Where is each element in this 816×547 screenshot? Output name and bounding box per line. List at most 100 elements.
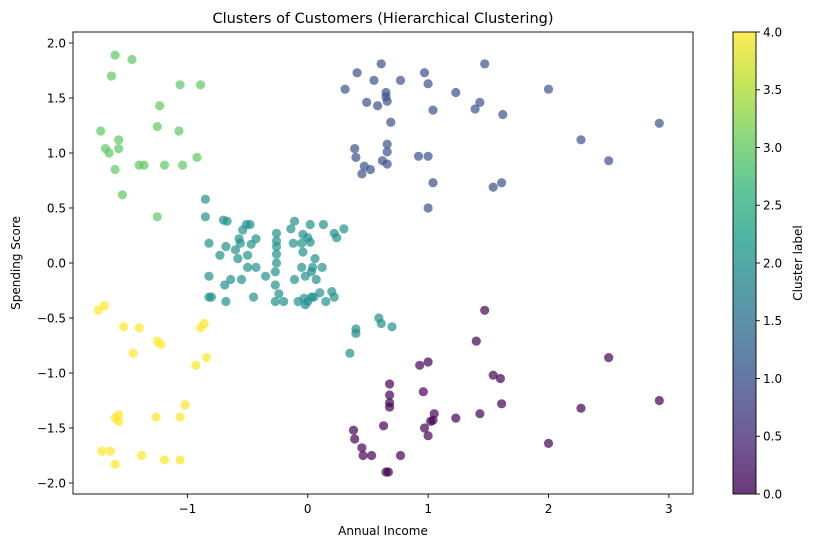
data-point-cluster-3 [155, 101, 165, 111]
data-point-cluster-1 [497, 178, 507, 188]
data-point-cluster-0 [415, 360, 425, 370]
data-point-cluster-2 [318, 219, 328, 230]
y-tick-label: −1.5 [37, 421, 66, 435]
data-point-cluster-4 [114, 416, 124, 426]
data-point-cluster-0 [348, 425, 359, 435]
data-point-cluster-1 [376, 59, 386, 69]
data-point-cluster-2 [297, 238, 307, 248]
y-tick-label: 1.5 [47, 91, 66, 105]
data-point-cluster-4 [105, 446, 115, 456]
data-point-cluster-1 [604, 156, 614, 166]
data-point-cluster-1 [382, 147, 392, 157]
data-point-cluster-3 [159, 160, 170, 170]
y-tick-label: 0.0 [47, 256, 66, 270]
scatter-points [93, 50, 664, 477]
data-point-cluster-0 [358, 450, 368, 461]
data-point-cluster-3 [110, 164, 120, 175]
data-point-cluster-1 [654, 118, 664, 128]
data-point-cluster-2 [204, 271, 214, 281]
data-point-cluster-0 [475, 409, 485, 419]
colorbar-tick-label: 3.5 [763, 83, 782, 97]
data-point-cluster-4 [159, 455, 170, 465]
y-axis-label: Spending Score [9, 216, 23, 310]
data-point-cluster-2 [345, 348, 355, 358]
data-point-cluster-2 [308, 262, 318, 272]
data-point-cluster-1 [423, 203, 433, 213]
data-point-cluster-0 [429, 409, 439, 419]
data-point-cluster-2 [271, 249, 282, 259]
data-point-cluster-1 [365, 164, 375, 175]
data-point-cluster-2 [251, 234, 261, 244]
data-point-cluster-1 [413, 151, 424, 161]
data-point-cluster-4 [119, 322, 129, 332]
data-point-cluster-4 [199, 318, 209, 329]
data-point-cluster-2 [289, 274, 300, 285]
data-point-cluster-1 [357, 169, 367, 179]
data-point-cluster-2 [245, 219, 255, 230]
data-point-cluster-4 [180, 400, 190, 410]
data-point-cluster-1 [382, 159, 392, 169]
data-point-cluster-2 [235, 238, 245, 248]
data-point-cluster-1 [351, 152, 361, 162]
colorbar-label: Cluster label [791, 225, 805, 300]
data-point-cluster-3 [110, 50, 120, 60]
data-point-cluster-0 [367, 450, 377, 461]
data-point-cluster-3 [139, 160, 149, 170]
data-point-cluster-3 [106, 71, 117, 81]
data-point-cluster-2 [376, 318, 386, 329]
data-point-cluster-2 [200, 212, 210, 222]
data-point-cluster-1 [340, 84, 350, 94]
colorbar-tick-label: 2.5 [763, 199, 782, 213]
data-point-cluster-2 [270, 280, 280, 290]
data-point-cluster-2 [297, 262, 307, 272]
data-point-cluster-4 [175, 412, 185, 422]
data-point-cluster-1 [488, 182, 498, 192]
data-point-cluster-1 [576, 135, 586, 145]
colorbar-tick-label: 4.0 [763, 25, 782, 39]
data-point-cluster-4 [137, 450, 147, 461]
x-tick-label: 1 [424, 502, 432, 516]
data-point-cluster-2 [305, 219, 315, 230]
data-point-cluster-0 [451, 413, 461, 423]
data-point-cluster-0 [423, 431, 433, 441]
data-point-cluster-2 [215, 250, 225, 260]
data-point-cluster-0 [418, 387, 428, 397]
colorbar [732, 31, 757, 495]
data-point-cluster-2 [226, 274, 236, 285]
colorbar-tick-label: 0.0 [763, 487, 782, 501]
data-point-cluster-4 [134, 323, 144, 333]
data-point-cluster-1 [419, 68, 430, 78]
data-point-cluster-2 [387, 322, 397, 332]
data-point-cluster-3 [175, 80, 185, 90]
data-point-cluster-2 [298, 247, 308, 257]
colorbar-tick-label: 1.0 [763, 372, 782, 386]
colorbar-tick-label: 1.5 [763, 314, 782, 328]
data-point-cluster-2 [311, 274, 321, 285]
data-point-cluster-2 [288, 238, 298, 248]
data-point-cluster-2 [249, 292, 259, 302]
data-point-cluster-0 [385, 390, 395, 400]
data-point-cluster-0 [654, 395, 664, 406]
data-point-cluster-3 [152, 122, 162, 132]
y-tick-label: 2.0 [47, 36, 66, 50]
data-point-cluster-0 [495, 373, 505, 384]
data-point-cluster-0 [576, 403, 586, 413]
data-point-cluster-3 [192, 152, 202, 162]
data-point-cluster-1 [350, 144, 360, 154]
data-point-cluster-2 [289, 216, 300, 226]
data-point-cluster-4 [128, 348, 138, 358]
data-point-cluster-3 [114, 135, 124, 145]
data-point-cluster-0 [419, 423, 430, 433]
data-point-cluster-3 [152, 212, 162, 222]
data-point-cluster-3 [178, 160, 188, 170]
data-point-cluster-0 [383, 467, 393, 477]
data-point-cluster-2 [261, 271, 271, 281]
x-tick-label: −1 [179, 502, 197, 516]
data-point-cluster-0 [423, 357, 433, 367]
data-point-cluster-2 [236, 274, 247, 285]
data-point-cluster-3 [174, 126, 184, 136]
data-point-cluster-2 [271, 228, 282, 238]
data-point-cluster-0 [385, 402, 395, 412]
data-point-cluster-2 [222, 216, 232, 226]
